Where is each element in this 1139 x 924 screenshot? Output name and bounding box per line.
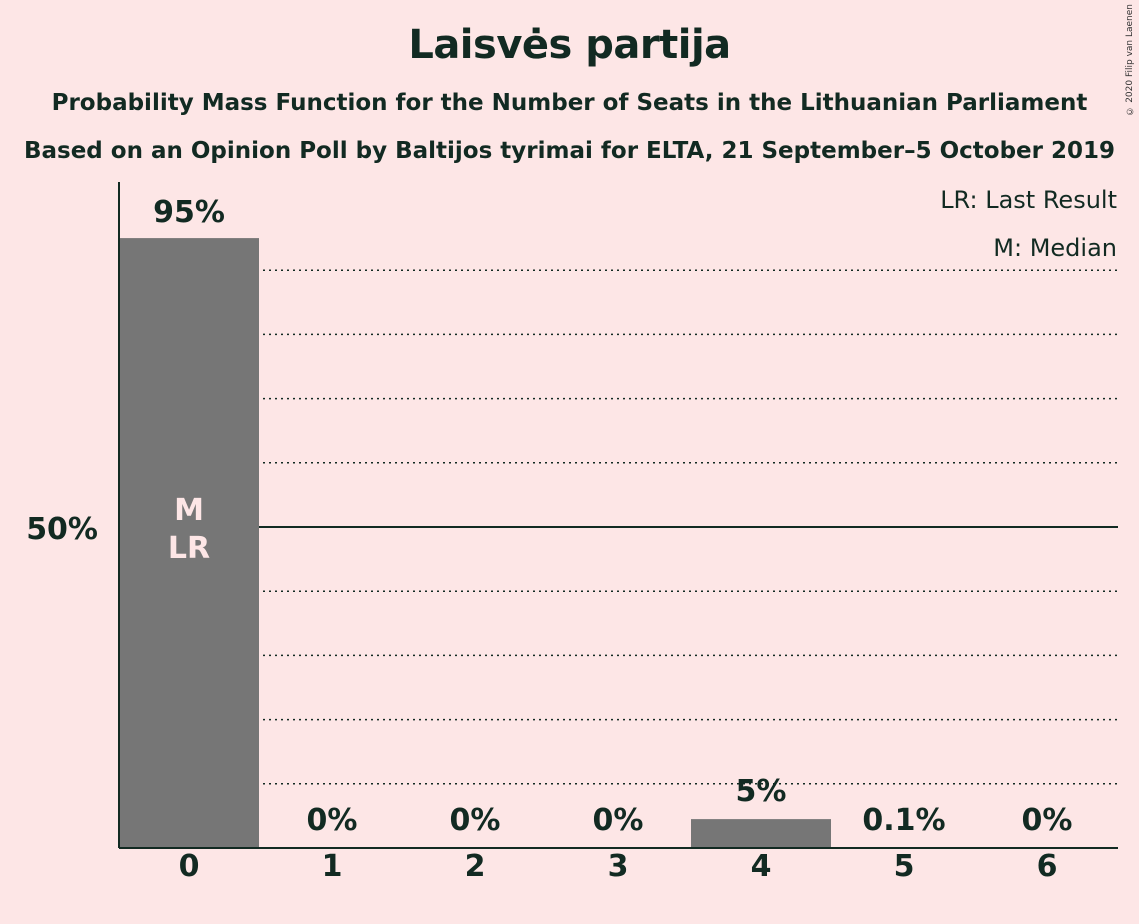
last-result-marker: LR [168,531,210,566]
legend-median: M: Median [993,234,1117,262]
median-marker: M [174,493,204,528]
bar-label-seat-3: 0% [593,803,644,838]
bar-seat-4 [691,819,831,848]
bar-labels: 95% MLR 0% 0% 0% 5% 0.1% 0% [153,195,1072,838]
legend-last-result: LR: Last Result [940,186,1117,214]
bar-label-seat-4: 5% [736,774,787,809]
bar-label-seat-5: 0.1% [862,803,945,838]
bar-label-seat-1: 0% [307,803,358,838]
bar-label-seat-6: 0% [1022,803,1073,838]
chart-subtitle-source: Based on an Opinion Poll by Baltijos tyr… [23,138,1116,164]
bars [119,238,974,849]
x-tick-4: 4 [751,849,772,884]
x-tick-1: 1 [322,849,343,884]
y-tick-label: 50% [26,512,98,547]
bar-seat-0 [119,238,259,849]
x-tick-labels: 0 1 2 3 4 5 6 [179,849,1058,884]
gridlines [119,269,1118,785]
bar-label-seat-2: 0% [450,803,501,838]
x-tick-5: 5 [894,849,915,884]
x-tick-6: 6 [1037,849,1058,884]
x-tick-0: 0 [179,849,200,884]
axes: 50% [26,182,1118,849]
chart-subtitle: Probability Mass Function for the Number… [51,90,1088,116]
x-tick-2: 2 [465,849,486,884]
chart-title: Laisvės partija [408,22,731,68]
x-tick-3: 3 [608,849,629,884]
bar-label-seat-0: 95% [153,195,225,230]
